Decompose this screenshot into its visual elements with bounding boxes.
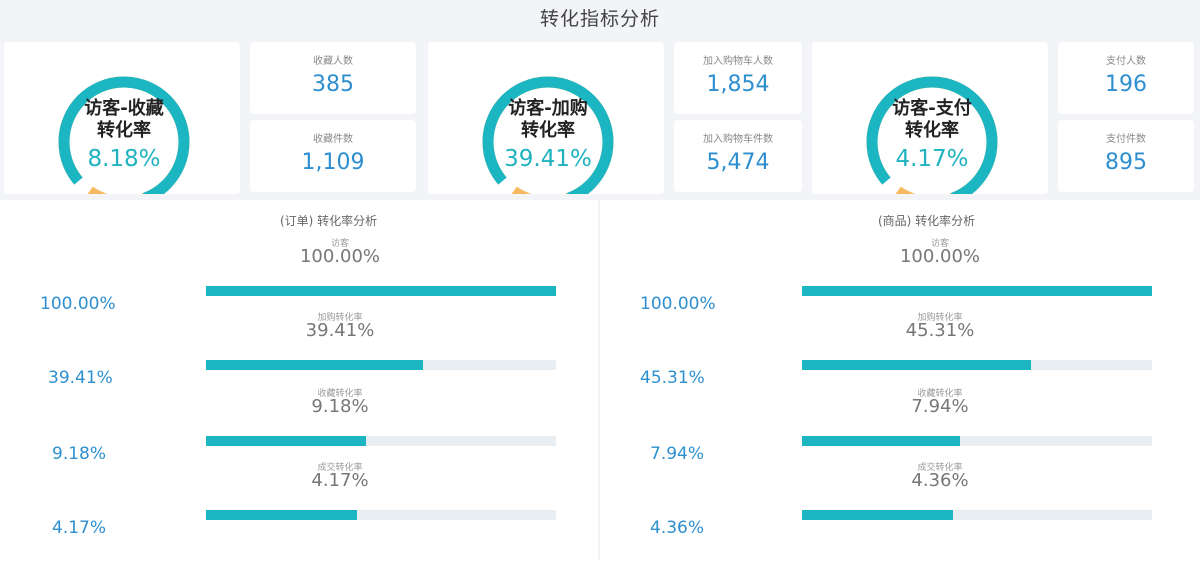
row-pct: 9.18%: [311, 396, 369, 417]
gauge-value-cart: 39.41%: [504, 146, 592, 172]
row-label: 收藏转化率: [917, 389, 963, 399]
funnel-row: 收藏转化率 9.18% 9.18%: [0, 386, 598, 464]
row-pct: 39.41%: [305, 320, 375, 341]
row-bar: [802, 510, 954, 520]
gauge-gap: [865, 75, 999, 194]
row-label: 收藏转化率: [317, 389, 363, 399]
funnel-row: 成交转化率 4.17% 4.17%: [0, 460, 598, 538]
stat-value: 1,854: [706, 72, 770, 97]
funnel-panel-product: (商品) 转化率分析 访客 100.00% 100.00% 加购转化率 45.3…: [600, 200, 1200, 561]
funnel-row: 访客 100.00% 100.00%: [0, 236, 598, 314]
row-bar: [206, 360, 424, 370]
gauge-title-line1: 访客-支付: [892, 98, 972, 119]
gauge-gap: [481, 75, 615, 194]
row-label: 加购转化率: [917, 313, 963, 323]
row-bar: [802, 286, 1152, 296]
row-bar-track: [206, 436, 556, 446]
gauge-ring-favorite: [57, 75, 191, 194]
stat-label: 支付件数: [1106, 134, 1146, 145]
gauge-title-line1: 访客-收藏: [84, 98, 164, 119]
row-pct: 7.94%: [911, 396, 969, 417]
row-pct: 4.36%: [911, 470, 969, 491]
funnel-title: (订单) 转化率分析: [280, 214, 378, 228]
stat-label: 加入购物车人数: [703, 56, 773, 67]
row-label: 加购转化率: [317, 313, 363, 323]
gauge-card-cart: 访客-加购 转化率 39.41%: [428, 42, 664, 194]
stat-value: 385: [312, 72, 354, 97]
page-title: 转化指标分析: [539, 8, 660, 30]
stat-label: 加入购物车件数: [703, 134, 773, 145]
row-bar-track: [802, 286, 1152, 296]
funnel-row: 成交转化率 4.36% 4.36%: [600, 460, 1200, 538]
gauge-title-line2: 转化率: [97, 120, 151, 141]
left-pct: 7.94%: [650, 444, 705, 464]
left-pct: 100.00%: [40, 294, 116, 314]
row-label: 成交转化率: [317, 463, 363, 473]
gauge-title-line2: 转化率: [521, 120, 575, 141]
row-label: 成交转化率: [917, 463, 963, 473]
funnel-row: 访客 100.00% 100.00%: [600, 236, 1200, 314]
funnel-panel-order: (订单) 转化率分析 访客 100.00% 100.00% 加购转化率 39.4…: [0, 200, 598, 561]
gauge-title-line1: 访客-加购: [508, 98, 588, 119]
row-label: 访客: [330, 239, 349, 249]
row-bar-track: [206, 360, 556, 370]
stat-card-pay-items: 支付件数 895: [1058, 120, 1194, 192]
row-pct: 4.17%: [311, 470, 369, 491]
left-pct: 45.31%: [640, 368, 705, 388]
left-pct: 4.17%: [52, 518, 107, 538]
stat-value: 1,109: [301, 150, 365, 175]
gauge-ring-cart: [481, 75, 615, 194]
row-bar: [206, 436, 366, 446]
row-bar: [206, 510, 357, 520]
row-bar-track: [206, 286, 556, 296]
stat-card-favorite-users: 收藏人数 385: [250, 42, 416, 114]
funnel-row: 收藏转化率 7.94% 7.94%: [600, 386, 1200, 464]
stat-value: 5,474: [706, 150, 770, 175]
left-pct: 39.41%: [48, 368, 113, 388]
funnel-row: 加购转化率 45.31% 45.31%: [600, 310, 1200, 388]
row-bar: [206, 286, 556, 296]
stat-label: 支付人数: [1106, 56, 1146, 67]
row-bar-track: [802, 510, 1152, 520]
stat-label: 收藏件数: [313, 134, 353, 145]
gauge-card-pay: 访客-支付 转化率 4.17%: [812, 42, 1048, 194]
gauge-gap: [57, 75, 191, 194]
gauge-title-line2: 转化率: [905, 120, 959, 141]
gauge-card-favorite: 访客-收藏 转化率 8.18%: [4, 42, 240, 194]
stat-card-cart-users: 加入购物车人数 1,854: [674, 42, 802, 114]
stat-card-favorite-items: 收藏件数 1,109: [250, 120, 416, 192]
gauge-value-pay: 4.17%: [895, 146, 969, 172]
stat-value: 895: [1105, 150, 1147, 175]
stat-value: 196: [1105, 72, 1147, 97]
left-pct: 100.00%: [640, 294, 716, 314]
row-pct: 100.00%: [299, 246, 381, 267]
stat-card-pay-users: 支付人数 196: [1058, 42, 1194, 114]
gauge-ring-pay: [865, 75, 999, 194]
row-pct: 100.00%: [899, 246, 981, 267]
funnel-title: (商品) 转化率分析: [878, 214, 976, 228]
row-pct: 45.31%: [905, 320, 975, 341]
row-bar-track: [802, 436, 1152, 446]
row-bar-track: [802, 360, 1152, 370]
row-bar: [802, 436, 960, 446]
stat-label: 收藏人数: [313, 56, 353, 67]
row-label: 访客: [930, 239, 949, 249]
funnel-row: 加购转化率 39.41% 39.41%: [0, 310, 598, 388]
stat-card-cart-items: 加入购物车件数 5,474: [674, 120, 802, 192]
left-pct: 4.36%: [650, 518, 705, 538]
row-bar-track: [206, 510, 556, 520]
gauge-value-favorite: 8.18%: [87, 146, 161, 172]
left-pct: 9.18%: [52, 444, 107, 464]
row-bar: [802, 360, 1032, 370]
